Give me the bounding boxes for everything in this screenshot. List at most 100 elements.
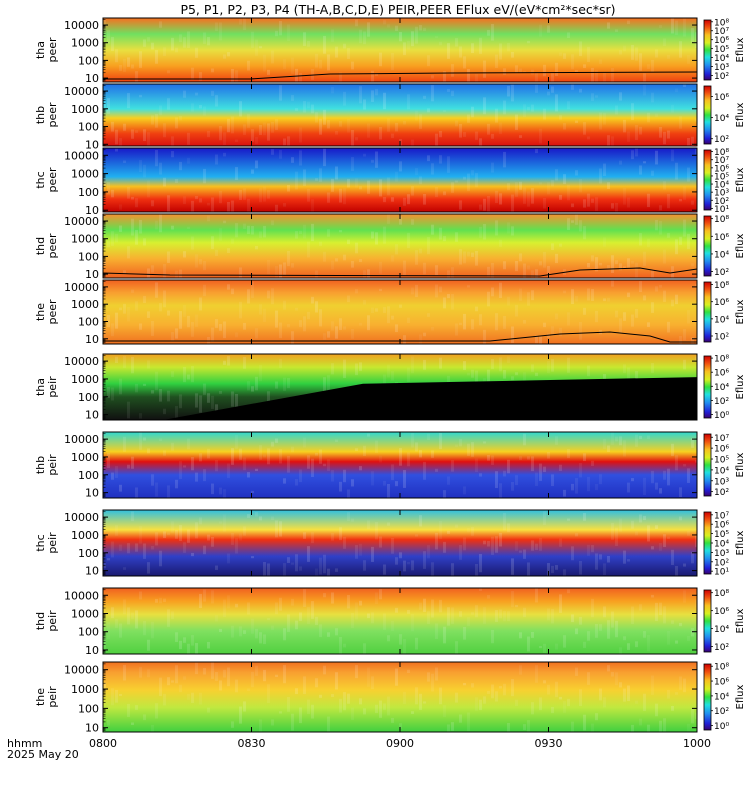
colorbar-label: Eflux — [735, 167, 746, 192]
y-tick-label: 10 — [85, 268, 99, 281]
axis-caption: hhmm — [7, 737, 42, 750]
y-axis-label: thb — [34, 106, 47, 124]
y-tick-label: 1000 — [71, 298, 99, 311]
colorbar-tick-label: 10⁴ — [714, 466, 729, 476]
y-tick-label: 10 — [85, 204, 99, 217]
x-tick-label: 1000 — [683, 737, 711, 750]
y-tick-label: 10 — [85, 644, 99, 657]
y-axis-label: peir — [46, 686, 59, 708]
y-tick-label: 10 — [85, 409, 99, 422]
spectrogram-image — [103, 662, 697, 732]
colorbar-label: Eflux — [735, 374, 746, 399]
colorbar-tick-label: 10⁸ — [714, 589, 729, 599]
colorbar-tick-label: 10² — [714, 333, 729, 343]
time-axis: 0800 0830 0900 0930 1000 — [89, 18, 711, 750]
spectrogram-panel: 10 100 1000 10000 tha peer 10²10³10⁴10⁵10⁶10⁷1… — [34, 17, 746, 85]
colorbar-tick-label: 10⁶ — [714, 369, 729, 379]
potential-trace — [103, 331, 697, 343]
colorbar-tick-label: 10² — [714, 558, 729, 568]
colorbar — [703, 19, 712, 81]
y-tick-label: 10000 — [64, 433, 99, 446]
y-axis-label: peer — [46, 102, 59, 128]
y-tick-label: 10000 — [64, 511, 99, 524]
spectrogram-texture — [103, 662, 698, 732]
y-tick-label: 1000 — [71, 168, 99, 181]
colorbar — [703, 589, 712, 653]
y-axis-label: the — [34, 303, 47, 321]
colorbar-tick-label: 10⁶ — [714, 521, 729, 531]
spectrogram-texture — [103, 432, 698, 498]
y-axis-label: peir — [46, 376, 59, 398]
y-axis-label: peer — [46, 233, 59, 259]
y-axis-label: peer — [46, 167, 59, 193]
x-tick-label: 0800 — [89, 737, 117, 750]
spectrogram-panel: 10 100 1000 10000 tha peir 10⁰ 10² 10⁴ 10⁶ 10⁸ Eflu… — [34, 353, 746, 422]
y-axis-label: peir — [46, 454, 59, 476]
colorbar-tick-label: 10³ — [714, 549, 729, 559]
y-axis-label: thd — [34, 612, 47, 630]
spectrogram-image — [103, 280, 697, 344]
colorbar — [703, 355, 712, 419]
y-tick-label: 1000 — [71, 103, 99, 116]
y-tick-label: 10 — [85, 722, 99, 735]
spectrogram-panel: 10 100 1000 10000 thb peer 10² 10⁴ 10⁶ Eflux — [34, 83, 746, 151]
spectrogram-panel: 10 100 1000 10000 thd peir 10² 10⁴ 10⁶ 10⁸ Eflux — [34, 587, 746, 657]
colorbar-tick-label: 10⁴ — [714, 692, 729, 702]
y-tick-label: 100 — [78, 469, 99, 482]
y-axis-label: thc — [34, 534, 47, 551]
y-tick-label: 10000 — [64, 355, 99, 368]
y-axis-label: peir — [46, 610, 59, 632]
y-axis-label: the — [34, 688, 47, 706]
spectrogram-image — [103, 432, 697, 498]
colorbar-tick-label: 10⁴ — [714, 625, 729, 635]
spectrogram-texture — [103, 214, 698, 278]
no-data-region — [163, 377, 697, 420]
spectrogram-image — [103, 588, 697, 654]
y-tick-label: 10 — [85, 487, 99, 500]
y-tick-label: 1000 — [71, 529, 99, 542]
y-tick-label: 10000 — [64, 281, 99, 294]
y-tick-label: 10000 — [64, 589, 99, 602]
figure-title: P5, P1, P2, P3, P4 (TH-A,B,C,D,E) PEIR,P… — [180, 2, 615, 17]
y-tick-label: 100 — [78, 391, 99, 404]
colorbar — [703, 85, 712, 145]
y-axis-label: thc — [34, 171, 47, 188]
colorbar-tick-label: 10³ — [714, 63, 729, 73]
colorbar-tick-label: 10⁸ — [714, 215, 729, 225]
y-tick-label: 10 — [85, 72, 99, 85]
y-tick-label: 100 — [78, 121, 99, 134]
y-tick-label: 10000 — [64, 664, 99, 677]
colorbar — [703, 433, 712, 497]
colorbar-tick-label: 10² — [714, 488, 729, 498]
spectrogram-texture — [103, 84, 698, 146]
colorbar-tick-label: 10³ — [714, 477, 729, 487]
colorbar-label: Eflux — [735, 233, 746, 258]
date-label: 2025 May 20 — [7, 748, 79, 761]
y-axis-label: thd — [34, 237, 47, 255]
y-tick-label: 1000 — [71, 683, 99, 696]
spectrogram-image — [103, 510, 697, 576]
colorbar-tick-label: 10² — [714, 197, 729, 207]
spectrogram-panel: 10 100 1000 10000 thc peir 10¹10²10³10⁴10⁵10⁶1… — [34, 509, 746, 578]
colorbar-tick-label: 10⁶ — [714, 445, 729, 455]
y-tick-label: 1000 — [71, 233, 99, 246]
colorbar-tick-label: 10³ — [714, 189, 729, 199]
colorbar-tick-label: 10⁴ — [714, 540, 729, 550]
potential-trace — [103, 71, 698, 80]
colorbar-label: Eflux — [735, 299, 746, 324]
colorbar-tick-label: 10² — [714, 268, 729, 278]
colorbar-tick-label: 10² — [714, 72, 729, 82]
y-tick-label: 100 — [78, 315, 99, 328]
colorbar — [703, 149, 712, 211]
spectrogram-panel: 10 100 1000 10000 thd peer 10² 10⁴ 10⁶ 10⁸ Eflux — [34, 213, 746, 281]
y-axis-label: peer — [46, 37, 59, 63]
colorbar-tick-label: 10⁷ — [714, 156, 729, 166]
y-tick-label: 10 — [85, 565, 99, 578]
colorbar-tick-label: 10⁶ — [714, 36, 729, 46]
y-tick-label: 1000 — [71, 451, 99, 464]
colorbar — [703, 511, 712, 575]
y-axis-label: peer — [46, 299, 59, 325]
